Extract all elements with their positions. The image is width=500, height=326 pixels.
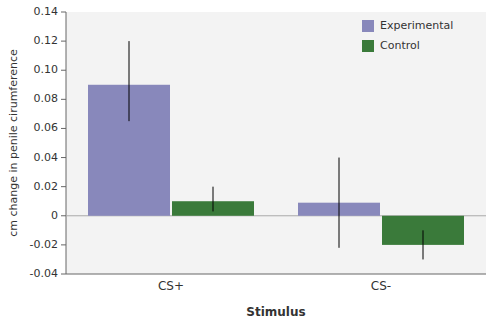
y-tick-label: 0 xyxy=(51,209,58,222)
y-tick-label: 0.10 xyxy=(34,63,59,76)
legend: Experimental Control xyxy=(362,19,453,52)
legend-label: Experimental xyxy=(380,19,453,32)
error-bar-group xyxy=(213,187,423,260)
y-tick xyxy=(61,70,66,71)
y-tick-label: -0.02 xyxy=(30,238,58,251)
y-tick xyxy=(61,128,66,129)
y-tick-label: 0.06 xyxy=(34,121,59,134)
y-axis-title: cm change in penile cirumference xyxy=(7,49,20,237)
y-tick-label: 0.12 xyxy=(34,34,59,47)
y-axis: -0.04 -0.02 0 0.02 0.04 0.06 0.08 0.10 0.12 0.14 xyxy=(30,5,66,280)
error-bar xyxy=(129,41,130,121)
plot-background xyxy=(66,12,486,274)
chart-svg: -0.04 -0.02 0 0.02 0.04 0.06 0.08 0.10 0.12 0.14 C… xyxy=(0,0,500,326)
x-axis-line xyxy=(66,274,486,275)
error-bar-group xyxy=(129,41,339,248)
y-tick xyxy=(61,215,66,216)
y-tick xyxy=(61,157,66,158)
chart-container: -0.04 -0.02 0 0.02 0.04 0.06 0.08 0.10 0.12 0.14 C… xyxy=(0,0,500,326)
y-tick-label: 0.02 xyxy=(34,180,59,193)
error-bar xyxy=(213,187,214,212)
y-tick xyxy=(61,186,66,187)
y-tick xyxy=(61,274,66,275)
error-bar xyxy=(423,230,424,259)
x-axis-title: Stimulus xyxy=(246,305,305,319)
y-tick xyxy=(61,99,66,100)
y-tick-label: 0.04 xyxy=(34,151,59,164)
error-bar xyxy=(339,158,340,248)
x-tick-label: CS+ xyxy=(158,279,184,293)
y-tick-label: -0.04 xyxy=(30,267,58,280)
series-group xyxy=(172,201,464,245)
y-tick xyxy=(61,41,66,42)
legend-label: Control xyxy=(380,39,420,52)
y-tick-label: 0.14 xyxy=(34,5,59,18)
series-group xyxy=(88,85,380,216)
y-tick xyxy=(61,244,66,245)
legend-swatch xyxy=(362,20,374,32)
x-axis: CS+ CS- xyxy=(66,274,486,293)
x-tick-label: CS- xyxy=(371,279,391,293)
y-tick xyxy=(61,12,66,13)
y-tick-label: 0.08 xyxy=(34,92,59,105)
y-axis-line xyxy=(66,12,67,274)
plot-marks xyxy=(88,41,464,259)
legend-swatch xyxy=(362,40,374,52)
